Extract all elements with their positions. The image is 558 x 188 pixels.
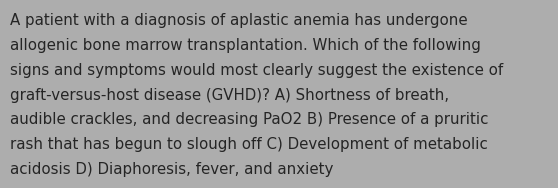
Text: audible crackles, and decreasing PaO2 B) Presence of a pruritic: audible crackles, and decreasing PaO2 B)…	[10, 112, 488, 127]
Text: acidosis D) Diaphoresis, fever, and anxiety: acidosis D) Diaphoresis, fever, and anxi…	[10, 162, 334, 177]
Text: graft-versus-host disease (GVHD)? A) Shortness of breath,: graft-versus-host disease (GVHD)? A) Sho…	[10, 88, 449, 103]
Text: rash that has begun to slough off C) Development of metabolic: rash that has begun to slough off C) Dev…	[10, 137, 488, 152]
Text: allogenic bone marrow transplantation. Which of the following: allogenic bone marrow transplantation. W…	[10, 38, 481, 53]
Text: A patient with a diagnosis of aplastic anemia has undergone: A patient with a diagnosis of aplastic a…	[10, 13, 468, 28]
Text: signs and symptoms would most clearly suggest the existence of: signs and symptoms would most clearly su…	[10, 63, 503, 78]
